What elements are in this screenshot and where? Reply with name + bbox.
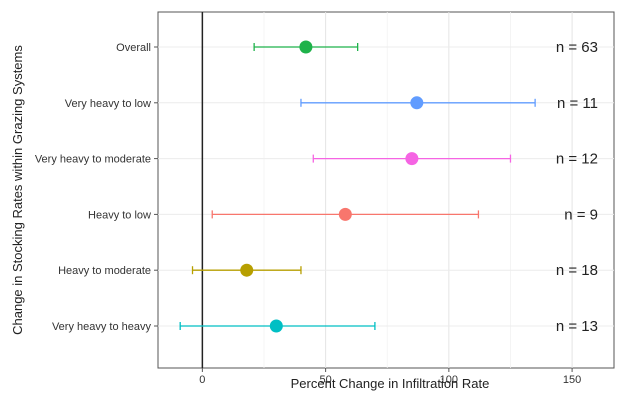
labels-layer: 0 50 100 150 Overall Very heavy to low Very he… (35, 39, 598, 386)
marks-layer (179, 12, 536, 368)
error-bar-group (191, 263, 302, 277)
sample-size-label: n = 11 (557, 95, 598, 112)
plot-background (157, 11, 615, 369)
x-tick-label: 150 (563, 374, 581, 386)
data-point (405, 152, 419, 166)
error-bar-group (253, 40, 359, 54)
y-tick-label: Heavy to low (88, 209, 151, 221)
data-point (338, 207, 352, 221)
error-bar-group (312, 152, 512, 166)
data-point (269, 319, 283, 333)
data-point (299, 40, 313, 54)
y-tick-label: Very heavy to moderate (35, 154, 151, 166)
data-point (240, 263, 254, 277)
error-bar-group (211, 207, 480, 221)
x-tick-label: 50 (319, 374, 331, 386)
sample-size-label: n = 63 (556, 39, 598, 56)
y-tick-label: Overall (116, 42, 151, 54)
y-tick-label: Very heavy to heavy (52, 321, 152, 333)
sample-size-label: n = 12 (556, 151, 598, 168)
sample-size-label: n = 13 (556, 318, 598, 335)
x-tick-label: 0 (199, 374, 205, 386)
y-axis-title: Change in Stocking Rates within Grazing … (10, 45, 25, 335)
data-point (410, 96, 424, 110)
sample-size-label: n = 18 (556, 262, 598, 279)
x-tick-label: 100 (440, 374, 458, 386)
error-bar-group (179, 319, 376, 333)
x-axis-title: Percent Change in Infiltration Rate (291, 376, 490, 391)
error-bar-group (300, 96, 536, 110)
y-tick-label: Very heavy to low (65, 98, 151, 110)
y-tick-label: Heavy to moderate (58, 265, 151, 277)
sample-size-label: n = 9 (564, 206, 598, 223)
